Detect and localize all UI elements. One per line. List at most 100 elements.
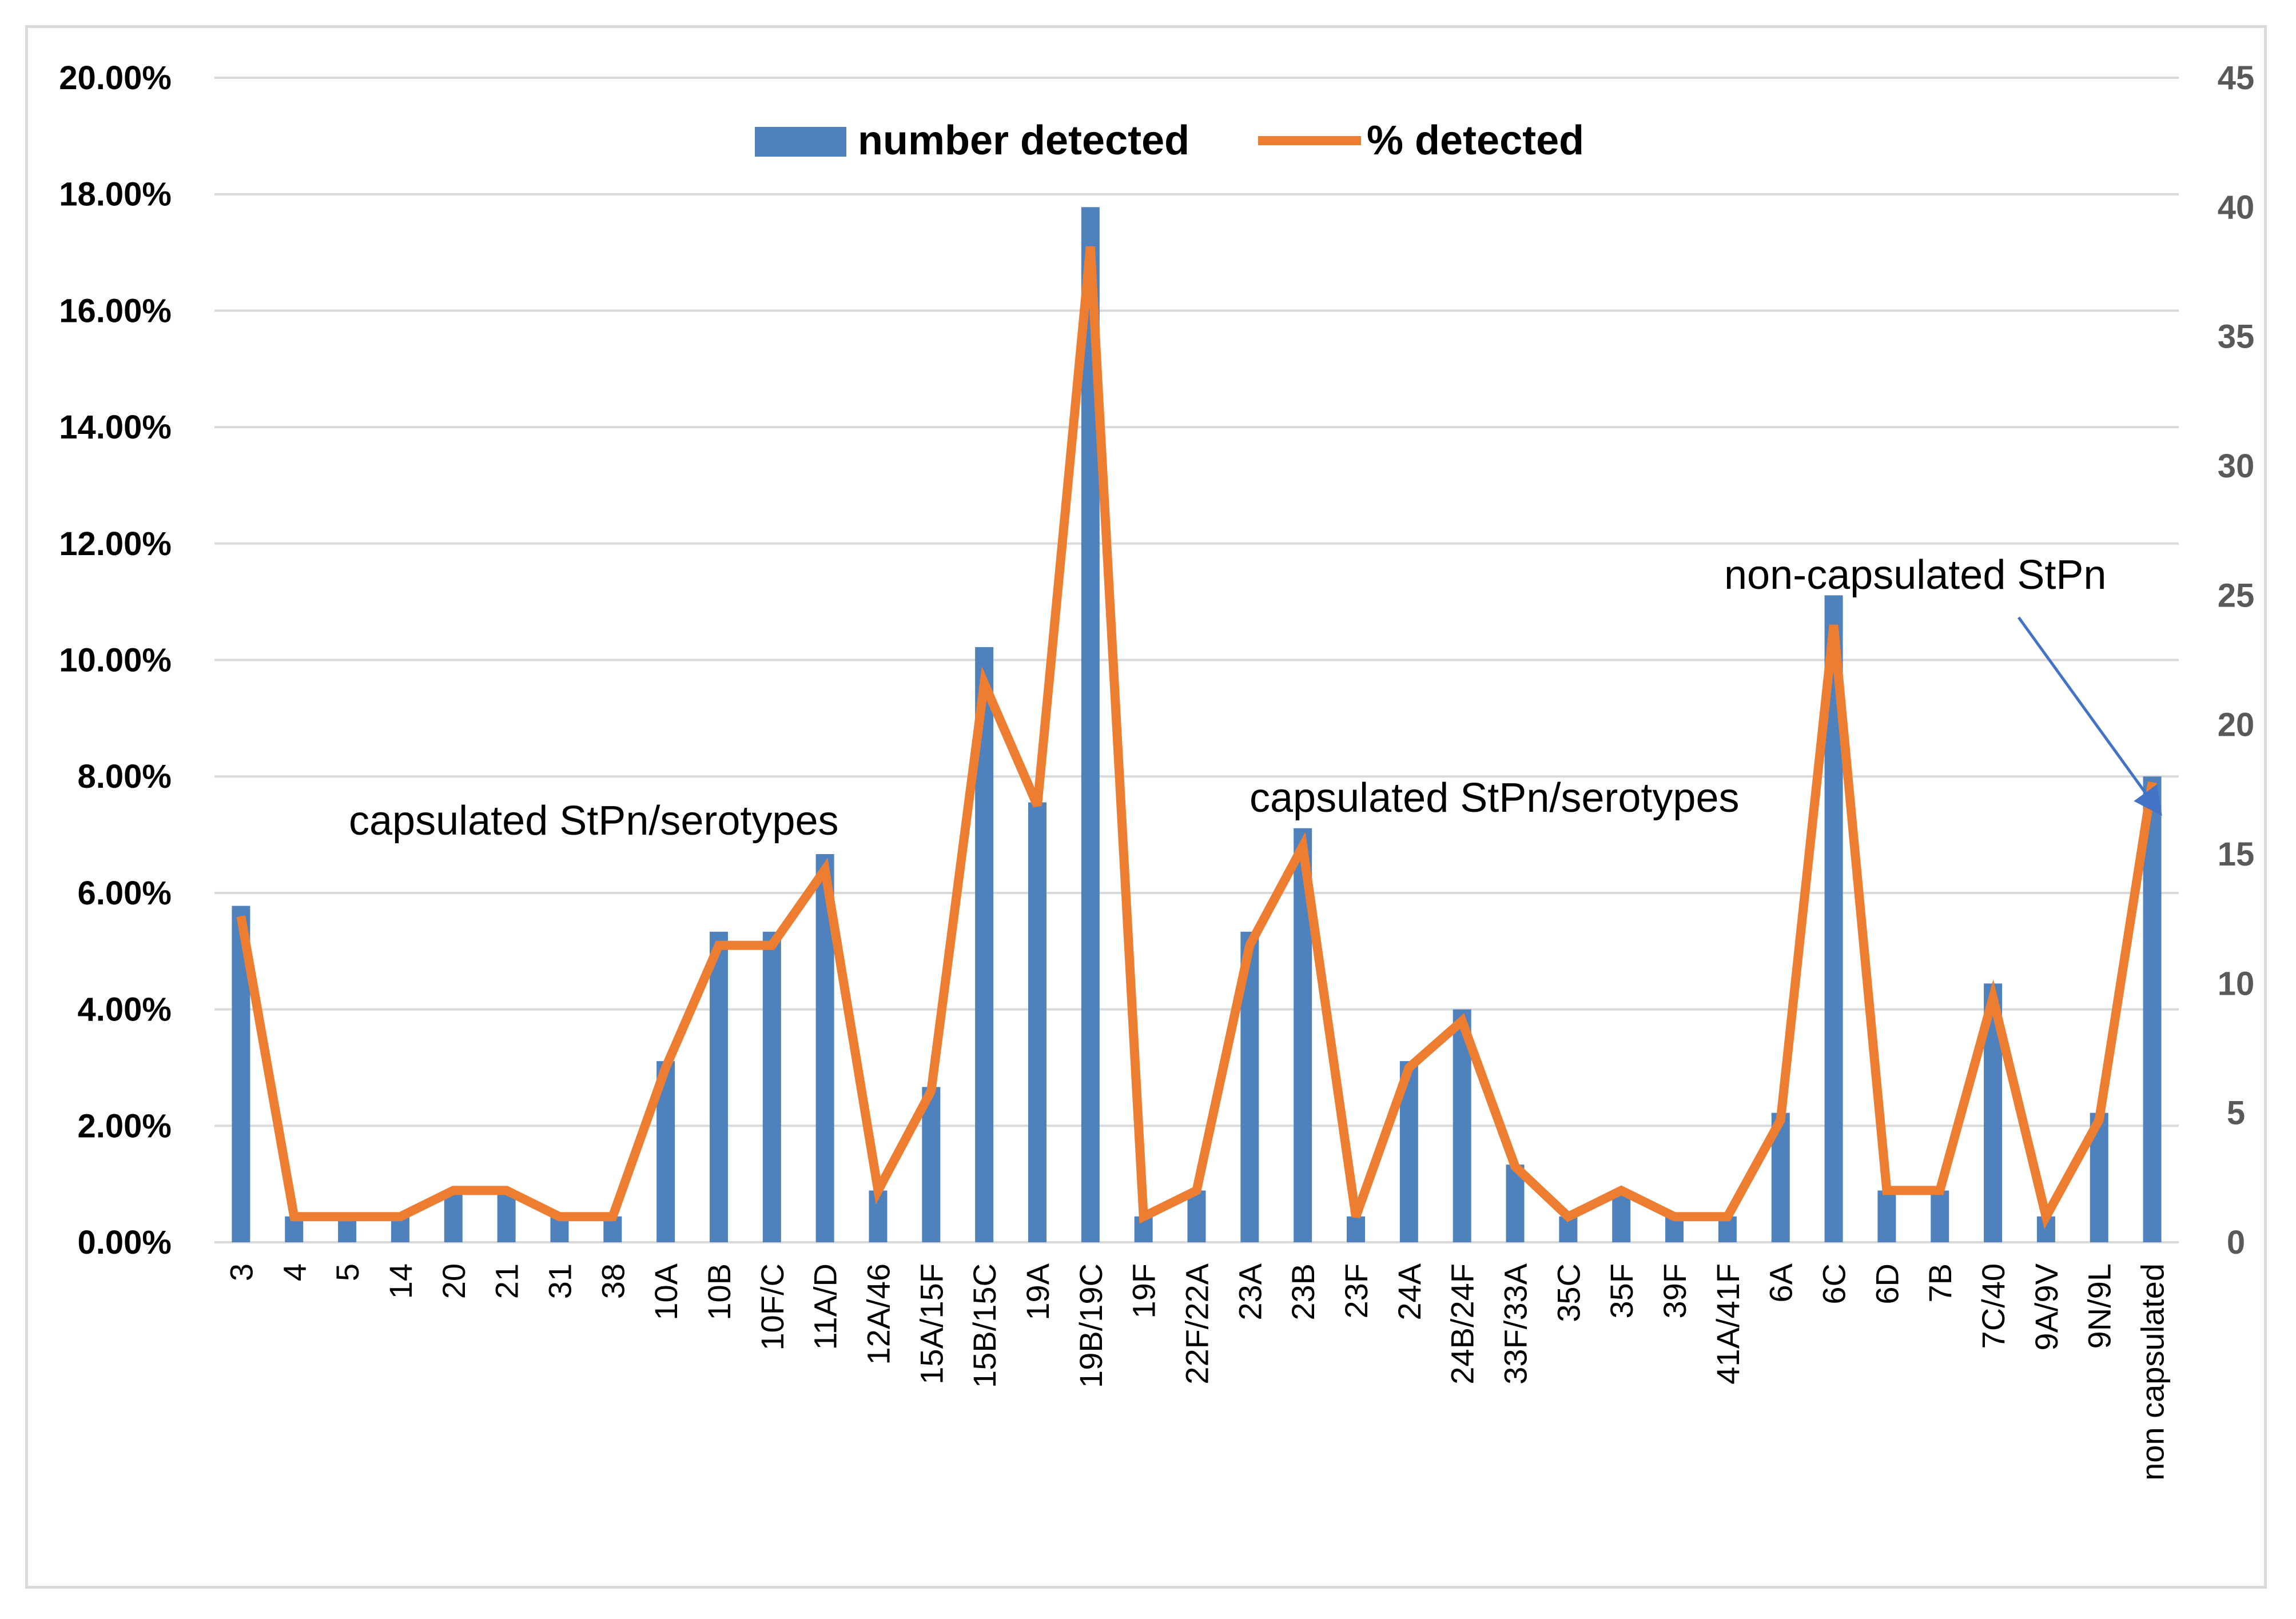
x-tick-label: 6A (1763, 1263, 1799, 1302)
point-24A (1408, 1067, 1410, 1068)
point-12A/46 (877, 1190, 879, 1191)
annotation-capsulated-right: capsulated StPn/serotypes (1250, 775, 1740, 821)
x-tick-label: 15B/15C (966, 1263, 1002, 1388)
x-tick-label: 20 (436, 1263, 472, 1299)
point-10B (718, 944, 719, 946)
x-tick-label: 41A/41F (1710, 1263, 1746, 1385)
point-3 (240, 915, 242, 917)
y-left-tick-label: 6.00% (78, 875, 172, 912)
bar-10B (709, 931, 728, 1242)
bar-21 (497, 1190, 516, 1242)
point-9N/9L (2098, 1119, 2100, 1121)
point-31 (559, 1216, 560, 1218)
bar-non capsulated (2143, 776, 2162, 1242)
y-right-tick-label: 15 (2218, 836, 2255, 873)
legend-label-number-detected: number detected (858, 118, 1189, 164)
y-left-tick-label: 14.00% (59, 409, 172, 446)
x-tick-label: non capsulated (2135, 1263, 2171, 1481)
point-15A/15F (930, 1090, 932, 1092)
y-left-tick-label: 0.00% (78, 1224, 172, 1261)
bar-23F (1347, 1216, 1366, 1242)
point-6D (1886, 1190, 1888, 1191)
x-tick-label: 24A (1391, 1263, 1427, 1320)
point-21 (506, 1190, 507, 1191)
y-right-tick-label: 0 (2227, 1224, 2245, 1261)
point-41A/41F (1726, 1216, 1728, 1218)
y-right-tick-label: 35 (2218, 318, 2255, 356)
legend-label-percent-detected: % detected (1367, 118, 1584, 164)
point-35F (1621, 1190, 1622, 1191)
legend-swatch-number-detected (755, 127, 846, 157)
x-tick-label: 23F (1338, 1263, 1374, 1319)
point-24B/24F (1461, 1020, 1463, 1022)
point-10F/C (771, 944, 773, 946)
x-tick-label: 14 (383, 1263, 419, 1299)
y-left-tick-label: 16.00% (59, 292, 172, 329)
y-right-tick-label: 10 (2218, 965, 2255, 1002)
x-tick-label: 19A (1020, 1263, 1056, 1320)
x-tick-label: 4 (276, 1263, 312, 1281)
bar-19A (1028, 802, 1046, 1242)
point-23B (1302, 846, 1304, 847)
x-tick-label: 35F (1603, 1263, 1640, 1319)
bar-35F (1612, 1190, 1631, 1242)
point-33F/33A (1514, 1166, 1516, 1167)
annotation-non-capsulated: non-capsulated StPn (1724, 552, 2106, 598)
x-tick-label: 12A/46 (860, 1263, 896, 1365)
point-10A (665, 1067, 667, 1068)
y-right-tick-label: 30 (2218, 448, 2255, 485)
x-tick-label: 31 (542, 1263, 578, 1299)
series-line-percent-detected (236, 246, 2157, 1230)
point-20 (452, 1190, 454, 1191)
x-tick-label: 35C (1550, 1263, 1586, 1322)
y-right-tick-label: 45 (2218, 59, 2255, 97)
chart-frame (25, 25, 2267, 1589)
x-tick-label: 38 (595, 1263, 631, 1299)
y-right-tick-label: 40 (2218, 189, 2255, 226)
x-tick-label: 19B/19C (1073, 1263, 1109, 1388)
y-left-tick-label: 12.00% (59, 525, 172, 563)
point-23F (1355, 1216, 1357, 1218)
point-14 (399, 1216, 401, 1218)
bar-22F/22A (1187, 1190, 1206, 1242)
y-left-tick-label: 8.00% (78, 758, 172, 795)
x-tick-label: 6C (1816, 1263, 1852, 1305)
x-tick-label: 3 (223, 1263, 259, 1281)
point-non capsulated (2151, 781, 2153, 783)
point-19B/19C (1089, 246, 1091, 248)
y-left-tick-label: 18.00% (59, 176, 172, 213)
x-tick-label: 21 (489, 1263, 525, 1299)
point-39F (1674, 1216, 1676, 1218)
y-left-tick-label: 2.00% (78, 1107, 172, 1145)
y-right-tick-label: 5 (2227, 1095, 2245, 1132)
point-38 (612, 1216, 614, 1218)
bar-15A/15F (922, 1087, 941, 1242)
annotation-arrow (2017, 616, 2162, 816)
point-11A/D (824, 869, 826, 871)
point-9A/9V (2045, 1216, 2047, 1218)
x-tick-label: 23B (1285, 1263, 1321, 1321)
point-7C/40 (1992, 997, 1994, 999)
point-19A (1036, 805, 1038, 807)
point-23A (1249, 944, 1251, 946)
point-6A (1780, 1119, 1781, 1121)
bar-7B (1931, 1190, 1949, 1242)
y-left-tick-label: 20.00% (59, 59, 172, 97)
point-6C (1833, 624, 1835, 626)
x-tick-label: 7B (1922, 1263, 1958, 1303)
bar-6D (1877, 1190, 1896, 1242)
point-7B (1939, 1190, 1941, 1191)
x-tick-label: 10B (701, 1263, 737, 1321)
x-tick-label: 39F (1657, 1263, 1693, 1319)
x-tick-label: 19F (1126, 1263, 1162, 1319)
point-35C (1567, 1216, 1569, 1218)
point-5 (347, 1216, 348, 1218)
x-tick-label: 33F/33A (1498, 1263, 1534, 1384)
x-tick-label: 10A (648, 1263, 684, 1320)
point-19F (1143, 1216, 1144, 1218)
y-left-tick-label: 4.00% (78, 991, 172, 1028)
x-tick-label: 6D (1869, 1263, 1905, 1305)
x-tick-label: 10F/C (754, 1263, 790, 1351)
y-right-tick-label: 20 (2218, 707, 2255, 744)
